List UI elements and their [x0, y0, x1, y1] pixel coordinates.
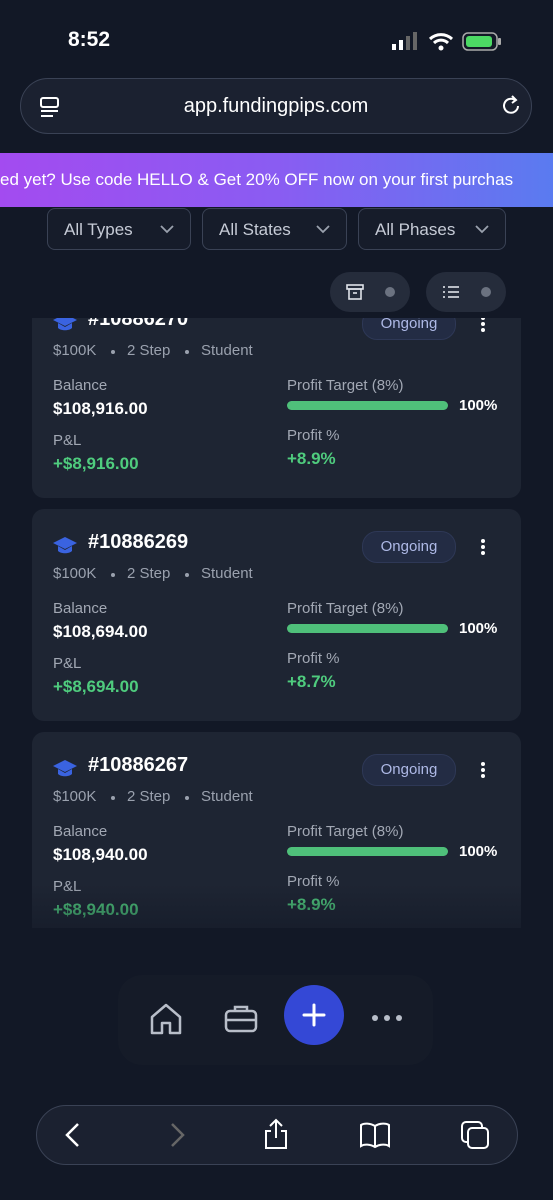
pnl-label: P&L: [53, 432, 82, 449]
add-button[interactable]: [284, 985, 344, 1045]
fade-overlay: [32, 884, 521, 928]
balance-value: $108,940.00: [53, 845, 148, 864]
profit-value: +8.7%: [287, 672, 336, 691]
card-menu[interactable]: [480, 762, 486, 778]
student-icon: [53, 760, 77, 777]
account-id: #10886269: [88, 531, 189, 553]
target-bar: [287, 847, 448, 856]
target-progress: 100%: [459, 843, 498, 860]
target-bar: [287, 401, 448, 410]
list-toggle[interactable]: [426, 272, 506, 312]
tabs-button[interactable]: [460, 1120, 490, 1150]
chevron: [316, 225, 330, 234]
filter-dropdown[interactable]: All Phases: [358, 208, 506, 250]
filter-dropdown[interactable]: All States: [202, 208, 347, 250]
account-steps: 2 Step: [127, 565, 171, 582]
home-icon[interactable]: [148, 1001, 184, 1037]
account-id: #10886267: [88, 754, 189, 776]
target-label: Profit Target (8%): [287, 823, 404, 840]
toggle-dot: [481, 287, 491, 297]
account-steps: 2 Step: [127, 788, 171, 805]
dot: [185, 796, 189, 800]
url[interactable]: app.fundingpips.com: [183, 95, 369, 117]
status-icons: [392, 32, 501, 51]
target-progress: 100%: [459, 620, 498, 637]
address-bar[interactable]: app.fundingpips.com: [20, 78, 532, 134]
account-card[interactable]: #10886267 Ongoing $100K 2 Step Student Balanc…: [32, 732, 521, 928]
reload-icon[interactable]: [499, 94, 523, 118]
pnl-value: +$8,694.00: [53, 677, 139, 696]
balance-label: Balance: [53, 600, 108, 617]
account-steps: 2 Step: [127, 342, 171, 359]
pnl-value: +$8,916.00: [53, 454, 139, 473]
profit-label: Profit %: [287, 427, 340, 444]
browser-toolbar: [36, 1105, 518, 1165]
account-size: $100K: [53, 788, 97, 805]
account-list: #10886270 Ongoing $100K 2 Step Student Balanc…: [0, 318, 553, 928]
account-card[interactable]: #10886269 Ongoing $100K 2 Step Student Balanc…: [32, 509, 521, 721]
bookmarks-button[interactable]: [359, 1121, 391, 1149]
status-badge: Ongoing: [362, 754, 456, 786]
share-button[interactable]: [262, 1118, 290, 1150]
promo-text: ed yet? Use code HELLO & Get 20% OFF now…: [0, 170, 514, 189]
filter-label: All Phases: [375, 220, 456, 239]
profit-value: +8.9%: [287, 449, 336, 468]
account-kind: Student: [201, 565, 253, 582]
account-kind: Student: [201, 342, 253, 359]
filter-label: All Types: [64, 220, 133, 239]
target-label: Profit Target (8%): [287, 600, 404, 617]
toggle-dot: [385, 287, 395, 297]
dot: [111, 796, 115, 800]
balance-value: $108,916.00: [53, 399, 148, 418]
briefcase-icon[interactable]: [223, 1001, 259, 1037]
target-progress: 100%: [459, 397, 498, 414]
filter-label: All States: [219, 220, 291, 239]
filter-dropdown[interactable]: All Types: [47, 208, 191, 250]
status-badge: Ongoing: [362, 531, 456, 563]
pnl-label: P&L: [53, 655, 82, 672]
account-size: $100K: [53, 565, 97, 582]
forward-button[interactable]: [167, 1122, 187, 1148]
archive-icon: [346, 284, 364, 300]
dot: [185, 350, 189, 354]
dot: [111, 573, 115, 577]
target-label: Profit Target (8%): [287, 377, 404, 394]
student-icon: [53, 318, 77, 331]
promo-banner[interactable]: ed yet? Use code HELLO & Get 20% OFF now…: [0, 153, 553, 207]
bottom-nav: [118, 975, 433, 1065]
status-badge: Ongoing: [362, 318, 456, 340]
account-card[interactable]: #10886270 Ongoing $100K 2 Step Student Balanc…: [32, 318, 521, 498]
balance-label: Balance: [53, 377, 108, 394]
list-icon: [443, 286, 459, 298]
more-icon[interactable]: [371, 1013, 403, 1023]
account-kind: Student: [201, 788, 253, 805]
balance-value: $108,694.00: [53, 622, 148, 641]
profit-label: Profit %: [287, 650, 340, 667]
card-menu[interactable]: [480, 318, 486, 332]
chevron: [160, 225, 174, 234]
student-icon: [53, 537, 77, 554]
back-button[interactable]: [63, 1122, 83, 1148]
balance-label: Balance: [53, 823, 108, 840]
dot: [185, 573, 189, 577]
archive-toggle[interactable]: [330, 272, 410, 312]
chevron: [475, 225, 489, 234]
account-id: #10886270: [88, 318, 189, 330]
account-size: $100K: [53, 342, 97, 359]
menu-icon[interactable]: [39, 96, 61, 118]
clock: 8:52: [68, 28, 111, 51]
target-bar: [287, 624, 448, 633]
card-menu[interactable]: [480, 539, 486, 555]
dot: [111, 350, 115, 354]
